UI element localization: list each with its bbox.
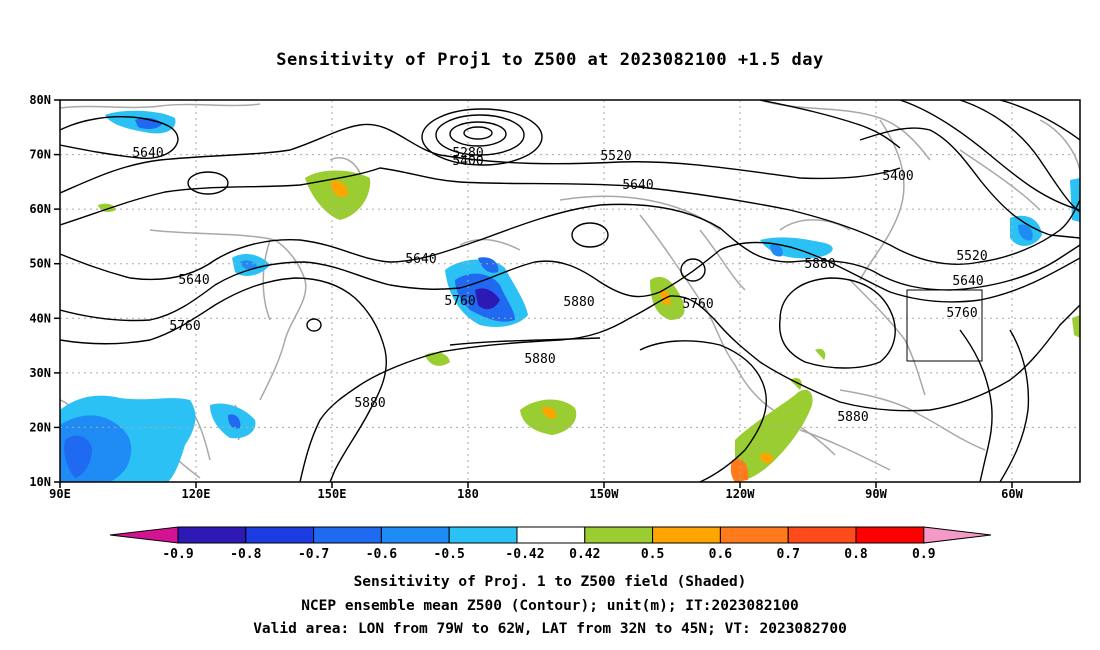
z500-contours [60, 100, 1080, 482]
lon-label: 150W [590, 487, 620, 501]
colorbar-left-arrow [109, 526, 179, 544]
lon-label: 120E [182, 487, 211, 501]
lat-label: 40N [29, 311, 51, 325]
lon-label: 180 [457, 487, 479, 501]
lat-label: 60N [29, 202, 51, 216]
lat-label: 10N [29, 475, 51, 489]
colorbar-swatch [245, 526, 315, 544]
contour-label: 5280 [452, 146, 483, 161]
contour-label: 5880 [524, 352, 555, 367]
colorbar-swatch [719, 526, 789, 544]
contour-label: 5640 [405, 252, 436, 267]
colorbar-swatch [652, 526, 721, 544]
contour-label: 5520 [956, 249, 987, 264]
colorbar-swatch [584, 526, 654, 544]
colorbar-label: 0.42 [569, 547, 600, 562]
lon-label: 90E [49, 487, 71, 501]
lon-label: 150E [318, 487, 347, 501]
colorbar-right-arrow [923, 526, 992, 544]
contour-label: 5880 [563, 295, 594, 310]
contour-labels: 5640 5280 5400 5520 5640 5400 5640 5640 … [132, 146, 987, 425]
colorbar-label: -0.5 [434, 547, 465, 562]
colorbar-swatch [787, 526, 857, 544]
contour-label: 5880 [804, 257, 835, 272]
contour-label: 5880 [837, 410, 868, 425]
valid-area-box [906, 289, 983, 362]
colorbar-swatch [177, 526, 247, 544]
contour-label: 5880 [354, 396, 385, 411]
lon-label: 60W [1001, 487, 1023, 501]
contour-label: 5760 [682, 297, 713, 312]
colorbar-label: 0.5 [641, 547, 664, 562]
footer-line-contour: NCEP ensemble mean Z500 (Contour); unit(… [301, 598, 799, 614]
colorbar-swatch [313, 526, 382, 544]
contour-label: 5640 [622, 178, 653, 193]
colorbar-label: -0.42 [505, 547, 544, 562]
contour-label: 5640 [132, 146, 163, 161]
colorbar-swatch [448, 526, 518, 544]
footer-line-shading: Sensitivity of Proj. 1 to Z500 field (Sh… [353, 574, 747, 590]
map-title: Sensitivity of Proj1 to Z500 at 20230821… [276, 50, 824, 70]
contour-label: 5640 [952, 274, 983, 289]
footer-line-valid-area: Valid area: LON from 79W to 62W, LAT fro… [253, 621, 847, 637]
contour-label: 5760 [946, 306, 977, 321]
colorbar: -0.9 -0.8 -0.7 -0.6 -0.5 -0.42 0.42 0.5 … [109, 526, 992, 562]
colorbar-swatch [380, 526, 450, 544]
lon-label: 120W [726, 487, 756, 501]
graticule [60, 100, 1080, 482]
axis-ticks [54, 99, 1013, 488]
colorbar-label: 0.9 [912, 547, 935, 562]
sensitivity-shading [60, 110, 1080, 482]
colorbar-label: -0.7 [298, 547, 329, 562]
colorbar-label: 0.7 [776, 547, 799, 562]
lat-label: 80N [29, 93, 51, 107]
contour-label: 5400 [452, 154, 483, 169]
colorbar-label: -0.8 [230, 547, 261, 562]
colorbar-label: 0.8 [844, 547, 868, 562]
lon-label: 90W [865, 487, 887, 501]
contour-label: 5520 [600, 149, 631, 164]
contour-label: 5760 [444, 294, 475, 309]
map-frame [59, 99, 1081, 483]
colorbar-swatch [516, 526, 586, 544]
lat-label: 50N [29, 257, 51, 271]
colorbar-label: 0.6 [709, 547, 733, 562]
colorbar-label: -0.9 [162, 547, 193, 562]
map-area: 5640 5280 5400 5520 5640 5400 5640 5640 … [60, 100, 1080, 482]
longitude-labels: 90E 120E 150E 180 150W 120W 90W 60W [49, 487, 1023, 501]
colorbar-swatch [855, 526, 925, 544]
contour-label: 5760 [169, 319, 200, 334]
lat-label: 30N [29, 366, 51, 380]
latitude-labels: 80N 70N 60N 50N 40N 30N 20N 10N [29, 93, 51, 489]
lat-label: 20N [29, 420, 51, 434]
colorbar-label: -0.6 [366, 547, 397, 562]
lat-label: 70N [29, 148, 51, 162]
contour-label: 5640 [178, 273, 209, 288]
contour-label: 5400 [882, 169, 913, 184]
